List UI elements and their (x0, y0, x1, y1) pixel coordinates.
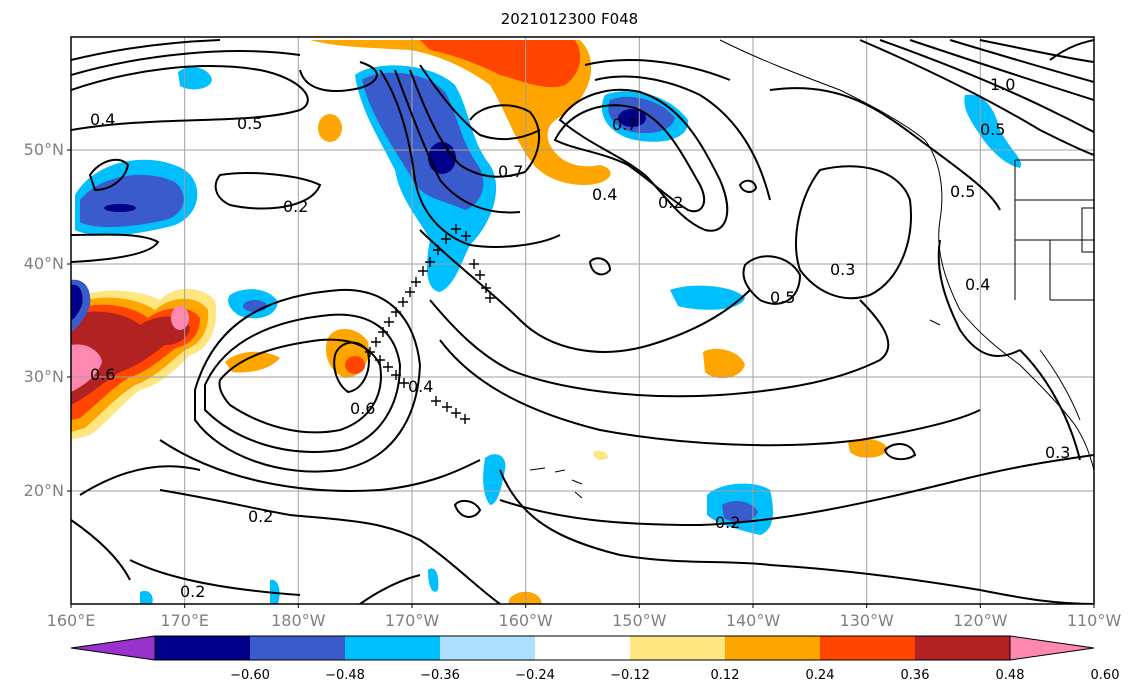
colorbar-tick-label: −0.24 (515, 668, 555, 683)
colorbar-tick-label: −0.48 (325, 668, 365, 683)
contour-label: 0.2 (180, 582, 205, 601)
contour-label: 0.2 (283, 197, 308, 216)
lon-label-120w: 120°W (953, 611, 1008, 630)
lon-label-140w: 140°W (725, 611, 781, 630)
colorbar-segment (440, 636, 536, 660)
colorbar-tick-label: 0.48 (995, 668, 1025, 683)
colorbar-segment (820, 636, 916, 660)
contour-label: 0.5 (770, 288, 795, 307)
contour-label: 0.4 (965, 275, 990, 294)
lon-label-160e: 160°E (46, 611, 96, 630)
axis-ticks (67, 149, 1095, 608)
contour-label: 0.3 (1045, 443, 1070, 462)
contour-label: 0.5 (237, 114, 262, 133)
colorbar-tick-label: 0.12 (710, 668, 740, 683)
colorbar-segment (630, 636, 726, 660)
colorbar-segment (345, 636, 441, 660)
colorbar-tick-label: −0.60 (230, 668, 270, 683)
contour-label: 0.2 (658, 193, 683, 212)
colorbar-segment (535, 636, 631, 660)
coastlines (529, 39, 1094, 499)
lon-label-170e: 170°E (160, 611, 210, 630)
contour-label: 0.7 (498, 162, 523, 181)
colorbar-tick-label: −0.36 (420, 668, 460, 683)
contour-label: 0.4 (592, 185, 617, 204)
colorbar-tick-label: 0.60 (1090, 668, 1120, 683)
contour-label: 0.6 (350, 399, 375, 418)
map-frame (70, 36, 1095, 605)
colorbar-segment (915, 636, 1011, 660)
graticule (71, 37, 1094, 604)
lat-label-40n: 40°N (23, 254, 64, 273)
colorbar-extend-max (1009, 635, 1095, 661)
contour-lines (71, 39, 1094, 604)
contour-label: 1.0 (990, 75, 1015, 94)
contour-label: 0.4 (90, 110, 115, 129)
contour-label: 0.7 (612, 115, 637, 134)
contour-label: 0.6 (90, 365, 115, 384)
contour-label: 0.5 (980, 120, 1005, 139)
lon-label-130w: 130°W (839, 611, 894, 630)
track-markers (365, 224, 495, 424)
contour-label: 0.2 (715, 513, 740, 532)
colorbar-tick-label: −0.12 (610, 668, 650, 683)
contour-labels: 0.4 0.5 0.2 0.7 0.4 0.2 0.7 1.0 0.5 0.5 … (90, 75, 1070, 601)
lon-label-150w: 150°W (612, 611, 667, 630)
contour-label: 0.2 (248, 507, 273, 526)
colorbar-extend-min (70, 635, 156, 661)
lon-label-180w: 180°W (271, 611, 326, 630)
colorbar-tick-label: 0.24 (805, 668, 835, 683)
colorbar-segment (155, 636, 251, 660)
map-title: 2021012300 F048 (500, 10, 639, 28)
colorbar-segment (250, 636, 346, 660)
lat-label-30n: 30°N (23, 367, 64, 386)
lat-label-50n: 50°N (23, 140, 64, 159)
shaded-fields (71, 40, 1021, 604)
contour-label: 0.3 (830, 260, 855, 279)
lat-label-20n: 20°N (23, 481, 64, 500)
contour-label: 0.4 (408, 377, 433, 396)
lon-label-110w: 110°W (1066, 611, 1122, 630)
colorbar-tick-label: 0.36 (900, 668, 930, 683)
lon-label-160w: 160°W (498, 611, 553, 630)
colorbar-segments (155, 636, 1011, 660)
contour-label: 0.5 (950, 182, 975, 201)
lon-label-170w: 170°W (384, 611, 440, 630)
colorbar-segment (725, 636, 821, 660)
